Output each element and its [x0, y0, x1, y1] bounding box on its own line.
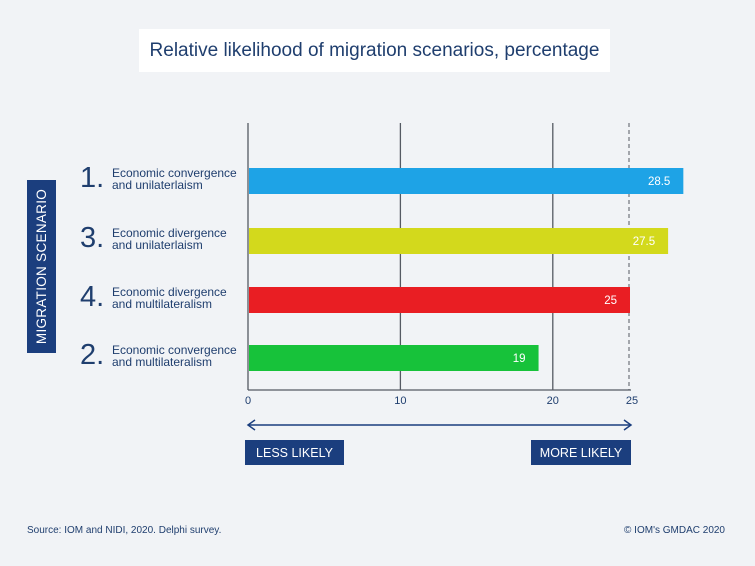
scenario-number: 3. [80, 222, 105, 254]
copyright-note: © IOM's GMDAC 2020 [624, 525, 725, 536]
bar-scenario-2 [249, 345, 539, 371]
scenario-label-3: 3. Economic divergence and unilaterlaism [80, 224, 227, 253]
scenario-line-1: Economic convergence [112, 342, 237, 357]
scenario-label-1: 1. Economic convergence and unilaterlaism [80, 164, 237, 193]
less-likely-label: LESS LIKELY [245, 440, 344, 465]
scenario-description: Economic divergence and multilateralism [112, 286, 227, 310]
chart-title: Relative likelihood of migration scenari… [139, 29, 610, 72]
scenario-description: Economic convergence and unilaterlaism [112, 167, 237, 191]
scenario-line-2: and multilateralism [112, 296, 213, 311]
scenario-line-2: and multilateralism [112, 354, 213, 369]
scenario-description: Economic divergence and unilaterlaism [112, 227, 227, 251]
arrow-left-head [246, 419, 256, 431]
y-axis-label-box: MIGRATION SCENARIO [27, 180, 56, 353]
scenario-number: 1. [80, 162, 105, 194]
scenario-number: 4. [80, 281, 105, 313]
bar-value-label: 28.5 [648, 176, 670, 188]
source-note: Source: IOM and NIDI, 2020. Delphi surve… [27, 525, 222, 536]
x-tick-label-0: 0 [244, 395, 252, 407]
x-tick-label-25: 25 [625, 395, 639, 407]
bar-scenario-4 [249, 287, 630, 313]
bar-scenario-1 [249, 168, 684, 194]
scenario-line-1: Economic divergence [112, 225, 227, 240]
bar-value-label: 25 [604, 295, 617, 307]
more-likely-label: MORE LIKELY [531, 440, 631, 465]
bar-value-label: 27.5 [633, 236, 655, 248]
x-tick-label-20: 20 [546, 395, 559, 407]
bar-value-label: 19 [513, 353, 526, 365]
scenario-line-2: and unilaterlaism [112, 177, 203, 192]
scenario-line-2: and unilaterlaism [112, 237, 203, 252]
x-tick-label-10: 10 [394, 395, 407, 407]
scenario-label-2: 2. Economic convergence and multilateralis… [80, 341, 237, 370]
scenario-line-1: Economic divergence [112, 284, 227, 299]
arrow-right-head [623, 419, 633, 431]
scenario-number: 2. [80, 339, 105, 371]
scenario-label-4: 4. Economic divergence and multilateralism [80, 283, 227, 312]
bar-scenario-3 [249, 228, 669, 254]
scenario-description: Economic convergence and multilateralism [112, 344, 237, 368]
scenario-line-1: Economic convergence [112, 165, 237, 180]
